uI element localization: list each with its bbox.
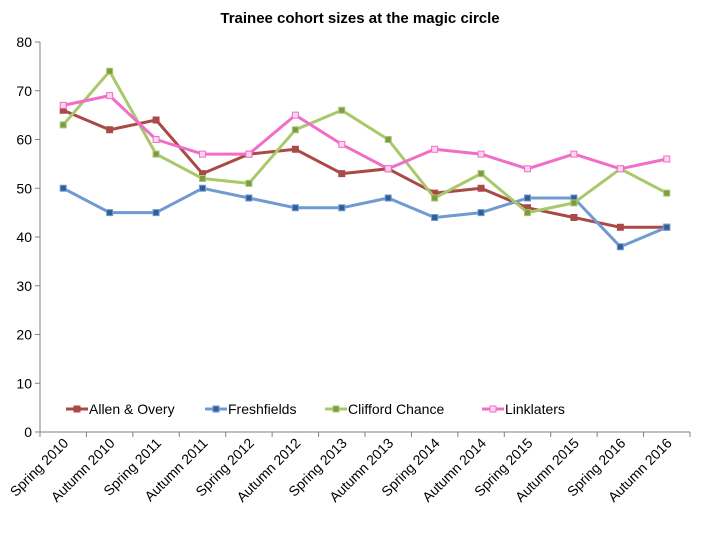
series-group [59, 67, 671, 251]
data-point-clifford-chance [570, 199, 578, 207]
series-freshfields [59, 184, 671, 251]
data-point-clifford-chance [199, 175, 206, 182]
y-axis-ticks: 0 10 20 30 40 50 60 70 80 [16, 34, 40, 440]
legend-label: Freshfields [228, 401, 296, 417]
legend-marker-swatch [332, 405, 340, 413]
legend-label: Allen & Overy [89, 401, 175, 417]
data-point-clifford-chance [152, 150, 160, 158]
data-point-freshfields [106, 209, 114, 217]
data-point-freshfields [338, 204, 346, 212]
data-point-freshfields [616, 243, 624, 251]
data-point-freshfields [384, 194, 392, 202]
data-point-freshfields [431, 214, 439, 221]
data-point-linklaters [152, 136, 160, 143]
data-point-allen-and-overy [291, 145, 299, 153]
data-point-clifford-chance [338, 106, 346, 114]
data-point-linklaters [431, 145, 439, 153]
legend: Allen & Overy Freshfields Clifford Chance L… [66, 401, 565, 417]
legend-marker-swatch [489, 405, 497, 413]
legend-item-linklaters: Linklaters [482, 401, 565, 417]
series-line-clifford-chance [62, 69, 668, 215]
data-point-allen-and-overy [477, 184, 485, 192]
data-point-linklaters [199, 150, 206, 158]
data-point-freshfields [245, 194, 253, 202]
data-point-linklaters [384, 165, 392, 173]
series-clifford-chance [59, 67, 671, 217]
data-point-clifford-chance [245, 179, 253, 187]
data-point-freshfields [59, 184, 67, 192]
data-point-clifford-chance [106, 67, 114, 75]
data-point-clifford-chance [663, 189, 671, 197]
series-line-linklaters [62, 94, 668, 171]
data-point-linklaters [570, 150, 578, 158]
data-point-clifford-chance [59, 121, 67, 129]
data-point-allen-and-overy [106, 126, 114, 134]
y-tick-label: 30 [16, 278, 32, 294]
data-point-freshfields [199, 184, 206, 192]
series-allen-and-overy [59, 106, 671, 231]
y-tick-label: 10 [16, 375, 32, 391]
y-tick-label: 70 [16, 83, 32, 99]
data-point-freshfields [524, 194, 531, 202]
data-point-linklaters [245, 150, 253, 158]
data-point-clifford-chance [477, 170, 485, 178]
legend-marker-swatch [73, 405, 81, 413]
data-point-clifford-chance [431, 194, 439, 202]
data-point-allen-and-overy [616, 223, 624, 231]
legend-item-freshfields: Freshfields [205, 401, 296, 417]
data-point-allen-and-overy [152, 116, 160, 124]
y-tick-label: 80 [16, 34, 32, 50]
data-point-linklaters [524, 165, 531, 173]
series-linklaters [59, 92, 671, 173]
data-point-clifford-chance [524, 209, 531, 217]
data-point-allen-and-overy [338, 170, 346, 178]
data-point-linklaters [59, 101, 67, 109]
data-point-freshfields [663, 223, 671, 231]
data-point-linklaters [616, 165, 624, 173]
data-point-clifford-chance [384, 136, 392, 143]
legend-marker-swatch [212, 405, 220, 413]
data-point-freshfields [477, 209, 485, 217]
legend-item-allen-and-overy: Allen & Overy [66, 401, 175, 417]
data-point-linklaters [338, 140, 346, 148]
y-tick-label: 50 [16, 180, 32, 196]
series-line-allen-and-overy [62, 108, 667, 229]
data-point-allen-and-overy [570, 214, 578, 221]
data-point-linklaters [291, 111, 299, 119]
data-point-linklaters [477, 150, 485, 158]
legend-label: Clifford Chance [348, 401, 444, 417]
series-line-freshfields [62, 186, 668, 249]
y-tick-label: 20 [16, 327, 32, 343]
data-point-linklaters [106, 92, 114, 100]
data-point-linklaters [663, 155, 671, 163]
y-tick-label: 60 [16, 132, 32, 148]
y-tick-label: 40 [16, 229, 32, 245]
data-point-freshfields [291, 204, 299, 212]
chart-title: Trainee cohort sizes at the magic circle [220, 10, 499, 27]
legend-label: Linklaters [505, 401, 565, 417]
legend-item-clifford-chance: Clifford Chance [325, 401, 444, 417]
y-tick-label: 0 [24, 424, 32, 440]
data-point-clifford-chance [291, 126, 299, 134]
data-point-freshfields [152, 209, 160, 217]
